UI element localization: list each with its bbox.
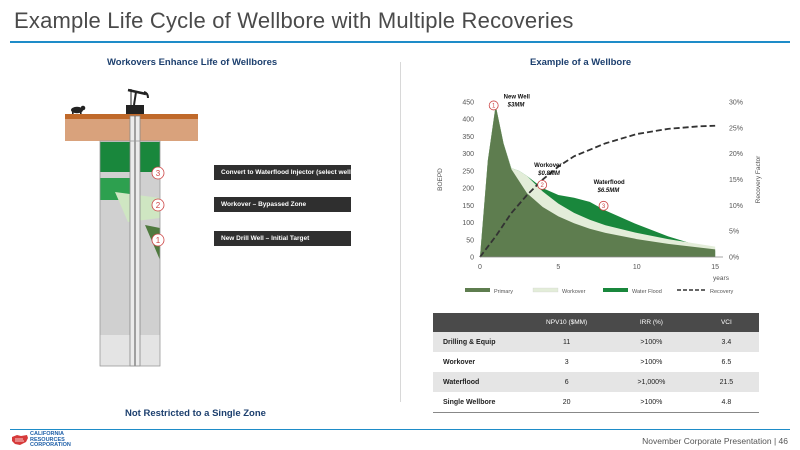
- title-divider: [10, 41, 790, 43]
- company-logo-text: CALIFORNIA RESOURCES CORPORATION: [30, 431, 71, 449]
- zone-3-upper: [100, 142, 130, 172]
- annotation-marker: [537, 179, 548, 190]
- annotation-number: 2: [540, 183, 544, 189]
- y2-axis-label: Recovery Factor: [755, 155, 762, 204]
- zone-1-number: 1: [156, 236, 161, 245]
- x-tick-label: 0: [478, 264, 482, 271]
- legend-swatch-workover: [532, 287, 559, 293]
- table-cell: 4.8: [693, 392, 759, 413]
- annotation-value: $0.8MM: [537, 171, 561, 177]
- table-cell: 20: [524, 392, 610, 413]
- table-header-blank: [433, 313, 525, 332]
- legend-label-primary: Primary: [494, 289, 513, 295]
- annotation-label: New Well: [504, 94, 531, 100]
- y-axis-label: BOEPD: [437, 168, 444, 191]
- table-row: Workover 3 >100% 6.5: [433, 352, 759, 372]
- table-cell: Workover: [443, 358, 476, 366]
- zone-1-label: New Drill Well – Initial Target: [214, 231, 351, 246]
- pumpjack-icon: [126, 88, 149, 115]
- y-tick-label: 400: [462, 117, 474, 124]
- x-axis-label: years: [713, 275, 730, 282]
- zone-2-number: 2: [156, 201, 161, 210]
- table-cell: 6: [524, 372, 610, 392]
- wellbore-diagram: [65, 88, 198, 367]
- footer-text: November Corporate Presentation | 46: [642, 436, 788, 446]
- y-tick-label: 200: [462, 186, 474, 193]
- production-chart: 0501001502002503003504004500%5%10%15%20%…: [437, 94, 762, 282]
- y-tick-label: 100: [462, 220, 474, 227]
- table-cell: Drilling & Equip: [433, 332, 525, 352]
- economics-table: NPV10 ($MM) IRR (%) VCI Drilling & Equip…: [433, 313, 759, 413]
- table-header-vci: VCI: [693, 313, 759, 332]
- y-tick-label: 150: [462, 203, 474, 210]
- table-cell: Waterflood: [433, 372, 525, 392]
- table-cell: >100%: [609, 392, 694, 413]
- table-cell: >1,000%: [609, 372, 694, 392]
- y2-tick-label: 0%: [729, 255, 739, 262]
- slide-title: Example Life Cycle of Wellbore with Mult…: [14, 8, 574, 33]
- legend-label-waterflood: Water Flood: [632, 289, 662, 295]
- legend-swatch-waterflood: [603, 288, 628, 292]
- left-heading: Workovers Enhance Life of Wellbores: [107, 57, 278, 68]
- table-header-npv: NPV10 ($MM): [524, 313, 610, 332]
- table-cell: Single Wellbore: [433, 392, 525, 413]
- x-tick-label: 5: [556, 264, 560, 271]
- x-tick-label: 10: [633, 264, 641, 271]
- table-cell: >100%: [609, 332, 694, 352]
- y-tick-label: 50: [466, 237, 474, 244]
- zone-3-label: Convert to Waterflood Injector (select w…: [214, 165, 357, 180]
- footer-divider: [10, 429, 790, 430]
- y-tick-label: 450: [462, 100, 474, 107]
- annotation-value: $3MM: [507, 102, 526, 108]
- table-header-row: NPV10 ($MM) IRR (%) VCI: [433, 313, 759, 332]
- y-tick-label: 0: [470, 255, 474, 262]
- bear-icon: [71, 105, 86, 115]
- zone-3-number: 3: [156, 169, 161, 178]
- line-recovery: [479, 124, 716, 258]
- y2-tick-label: 30%: [729, 100, 743, 107]
- table-row: Single Wellbore 20 >100% 4.8: [433, 392, 759, 413]
- y-tick-label: 350: [462, 134, 474, 141]
- x-tick-label: 15: [711, 264, 719, 271]
- table-row: Waterflood 6 >1,000% 21.5: [433, 372, 759, 392]
- legend-label-workover: Workover: [562, 289, 586, 295]
- legend-label-recovery: Recovery: [710, 289, 733, 295]
- y2-tick-label: 5%: [729, 229, 739, 236]
- y2-tick-label: 10%: [729, 203, 743, 210]
- annotation-marker: [598, 200, 609, 211]
- panel-divider: [400, 62, 401, 402]
- legend-swatch-primary: [465, 288, 490, 292]
- table-row: Drilling & Equip 11 >100% 3.4: [433, 332, 759, 352]
- table-header-irr: IRR (%): [609, 313, 694, 332]
- area-primary: [480, 105, 716, 257]
- left-footer-heading: Not Restricted to a Single Zone: [125, 408, 266, 419]
- annotation-value: $6.5MM: [597, 188, 621, 194]
- table-cell: 11: [524, 332, 610, 352]
- annotation-number: 1: [492, 104, 496, 110]
- table-cell: 21.5: [693, 372, 759, 392]
- annotation-number: 3: [602, 204, 606, 210]
- y2-tick-label: 25%: [729, 125, 743, 132]
- annotation-marker: [488, 100, 499, 111]
- y-tick-label: 300: [462, 151, 474, 158]
- zone-markers: 3 2 1: [151, 166, 165, 247]
- table-cell: 3.4: [693, 332, 759, 352]
- company-logo: [12, 435, 28, 445]
- y-tick-label: 250: [462, 168, 474, 175]
- chart-legend: Primary Workover Water Flood Recovery: [465, 287, 733, 295]
- table-cell: >100%: [640, 358, 663, 366]
- annotation-label: Waterflood: [594, 180, 625, 186]
- zone-2-label: Workover – Bypassed Zone: [214, 197, 351, 212]
- table-cell: 6.5: [721, 358, 732, 366]
- y2-tick-label: 15%: [729, 177, 743, 184]
- y2-tick-label: 20%: [729, 151, 743, 158]
- table-cell: 3: [564, 358, 569, 366]
- right-heading: Example of a Wellbore: [530, 57, 632, 68]
- annotation-label: Workover: [534, 163, 562, 169]
